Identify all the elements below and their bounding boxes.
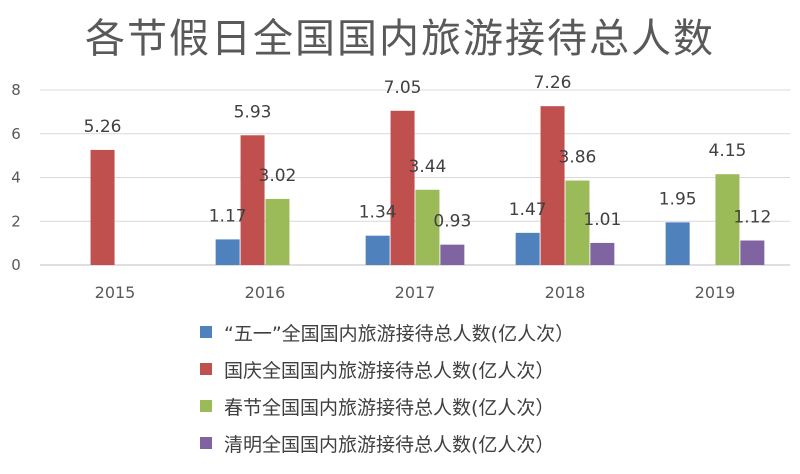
legend-label: 国庆全国国内旅游接待总人数(亿人次）	[224, 359, 555, 382]
y-tick-label: 0	[11, 256, 21, 274]
bar	[440, 244, 465, 265]
legend-swatch	[200, 363, 212, 375]
data-label: 1.34	[359, 203, 397, 223]
legend-label: 清明全国国内旅游接待总人数(亿人次）	[224, 433, 555, 456]
data-label: 5.93	[234, 102, 272, 122]
bar	[415, 189, 440, 265]
legend-label: 春节全国国内旅游接待总人数(亿人次）	[224, 396, 555, 419]
legend-item: 春节全国国内旅游接待总人数(亿人次）	[200, 392, 574, 420]
legend: “五一”全国国内旅游接待总人数(亿人次） 国庆全国国内旅游接待总人数(亿人次） 春节…	[200, 318, 574, 466]
bar	[365, 235, 390, 265]
bar	[740, 240, 765, 265]
legend-swatch	[200, 326, 212, 338]
legend-item: 国庆全国国内旅游接待总人数(亿人次）	[200, 355, 574, 383]
bar	[665, 222, 690, 265]
y-tick-label: 6	[11, 125, 21, 143]
data-label: 3.02	[259, 166, 297, 186]
data-label: 7.26	[534, 73, 572, 93]
x-tick-label: 2018	[545, 283, 586, 302]
x-tick-label: 2016	[245, 283, 286, 302]
bar	[590, 242, 615, 265]
legend-item: “五一”全国国内旅游接待总人数(亿人次）	[200, 318, 574, 346]
bar	[540, 106, 565, 265]
data-label: 7.05	[384, 78, 422, 98]
y-tick-label: 2	[11, 212, 21, 230]
y-tick-label: 8	[11, 81, 21, 99]
legend-swatch	[200, 437, 212, 449]
bar	[240, 135, 265, 265]
data-label: 1.12	[733, 208, 771, 228]
data-label: 0.93	[433, 212, 471, 232]
data-label: 4.15	[709, 141, 747, 161]
bar	[515, 232, 540, 265]
data-label: 3.44	[409, 157, 447, 177]
bar	[265, 198, 290, 265]
data-label: 1.17	[209, 206, 247, 226]
chart-plot: 0 2 4 6 8 5.26 1.17 5.93 3.02 1.34 7.05 3.44 0.93 1.…	[11, 73, 790, 302]
bar	[715, 174, 740, 265]
data-label: 3.86	[559, 148, 597, 168]
x-tick-label: 2015	[95, 283, 136, 302]
bar	[215, 239, 240, 265]
data-label: 5.26	[84, 117, 122, 137]
data-label: 1.95	[659, 189, 697, 209]
bar	[90, 149, 115, 265]
legend-label: “五一”全国国内旅游接待总人数(亿人次）	[224, 322, 575, 345]
x-tick-label: 2017	[395, 283, 436, 302]
bar	[565, 180, 590, 265]
bar	[390, 110, 415, 265]
y-tick-label: 4	[11, 169, 21, 187]
chart-title: 各节假日全国国内旅游接待总人数	[85, 16, 715, 62]
legend-swatch	[200, 400, 212, 412]
legend-item: 清明全国国内旅游接待总人数(亿人次）	[200, 429, 574, 457]
data-label: 1.47	[509, 200, 547, 220]
x-tick-label: 2019	[695, 283, 736, 302]
data-label: 1.01	[583, 210, 621, 230]
